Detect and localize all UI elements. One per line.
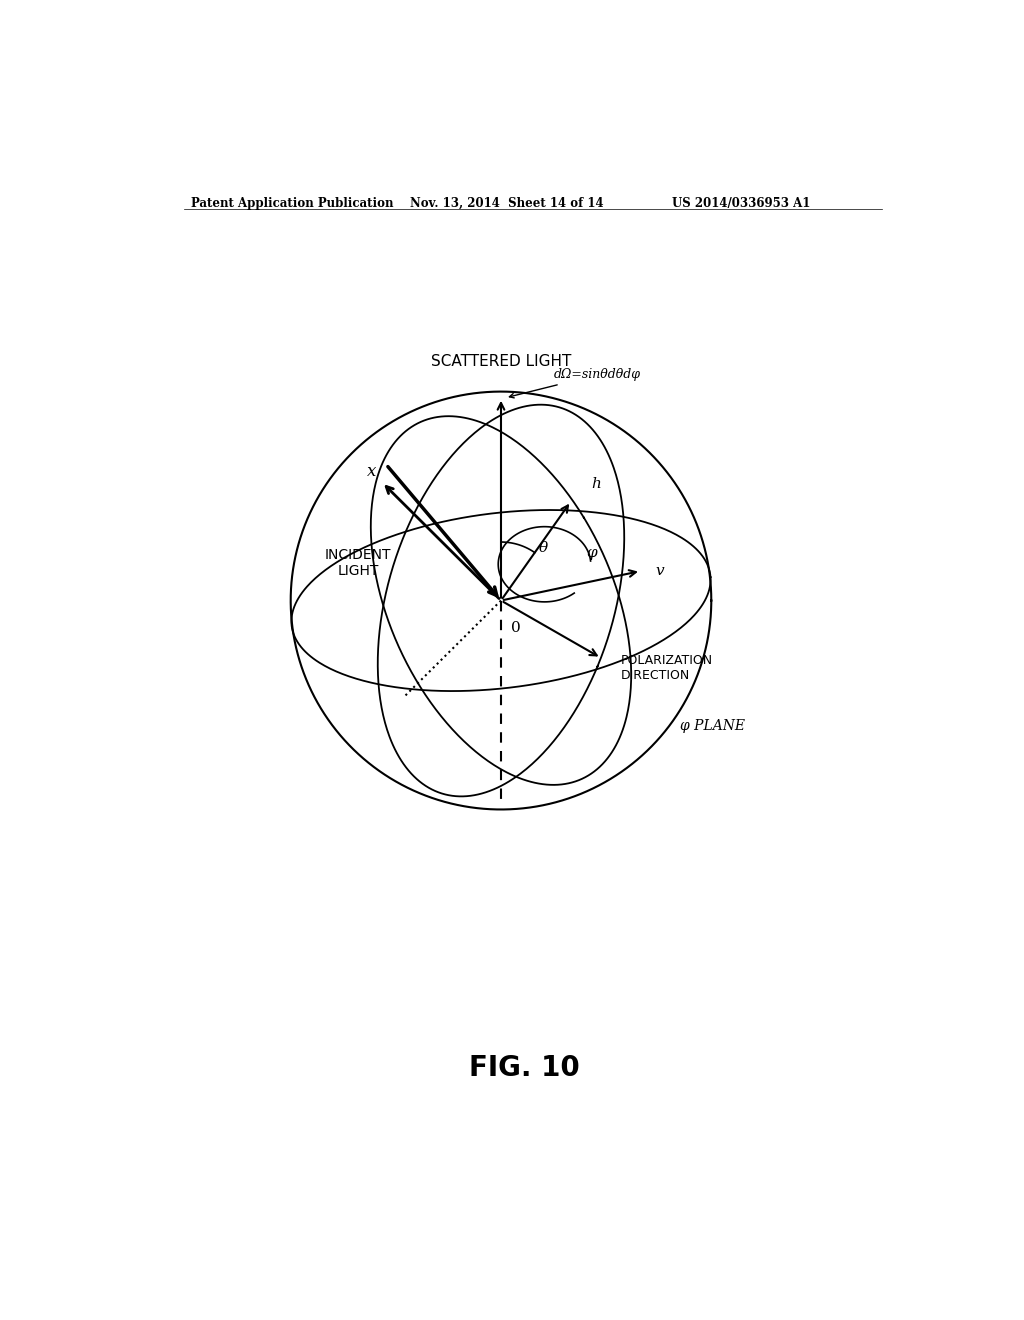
Text: φ PLANE: φ PLANE: [680, 719, 744, 733]
Text: h: h: [591, 477, 601, 491]
Text: INCIDENT
LIGHT: INCIDENT LIGHT: [325, 548, 391, 578]
Text: Patent Application Publication: Patent Application Publication: [191, 197, 394, 210]
Text: θ: θ: [539, 541, 548, 554]
Text: US 2014/0336953 A1: US 2014/0336953 A1: [672, 197, 810, 210]
Text: FIG. 10: FIG. 10: [469, 1055, 581, 1082]
Text: φ: φ: [586, 546, 597, 560]
Text: x: x: [367, 463, 376, 480]
Text: dΩ=sinθdθdφ: dΩ=sinθdθdφ: [509, 368, 641, 397]
Text: POLARIZATION
DIRECTION: POLARIZATION DIRECTION: [621, 655, 713, 682]
Text: 0: 0: [511, 620, 520, 635]
Text: v: v: [655, 564, 664, 578]
Text: Nov. 13, 2014  Sheet 14 of 14: Nov. 13, 2014 Sheet 14 of 14: [410, 197, 603, 210]
Text: SCATTERED LIGHT: SCATTERED LIGHT: [431, 354, 571, 370]
